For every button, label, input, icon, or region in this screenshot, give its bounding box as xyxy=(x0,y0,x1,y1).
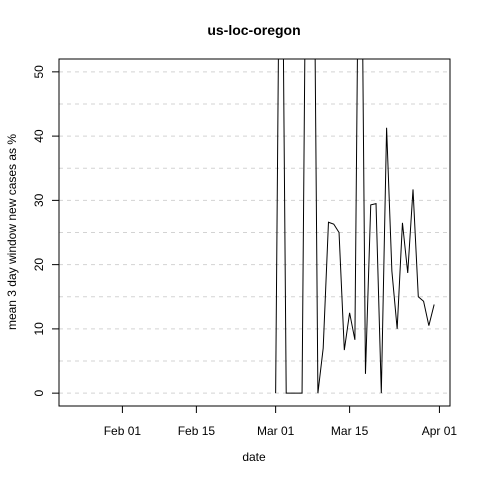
y-tick-label: 10 xyxy=(32,322,46,336)
x-axis-label: date xyxy=(242,450,266,464)
y-axis-label: mean 3 day window new cases as % xyxy=(5,134,19,330)
x-tick-label: Mar 15 xyxy=(331,424,369,438)
y-tick-label: 30 xyxy=(32,193,46,207)
x-tick-label: Feb 01 xyxy=(104,424,142,438)
x-tick-label: Mar 01 xyxy=(257,424,295,438)
x-tick-label: Apr 01 xyxy=(422,424,458,438)
y-tick-label: 40 xyxy=(32,129,46,143)
x-tick-label: Feb 15 xyxy=(178,424,216,438)
data-line xyxy=(275,59,435,394)
chart-title: us-loc-oregon xyxy=(207,22,300,38)
y-tick-label: 50 xyxy=(32,65,46,79)
y-tick-label: 0 xyxy=(32,389,46,396)
y-tick-label: 20 xyxy=(32,258,46,272)
